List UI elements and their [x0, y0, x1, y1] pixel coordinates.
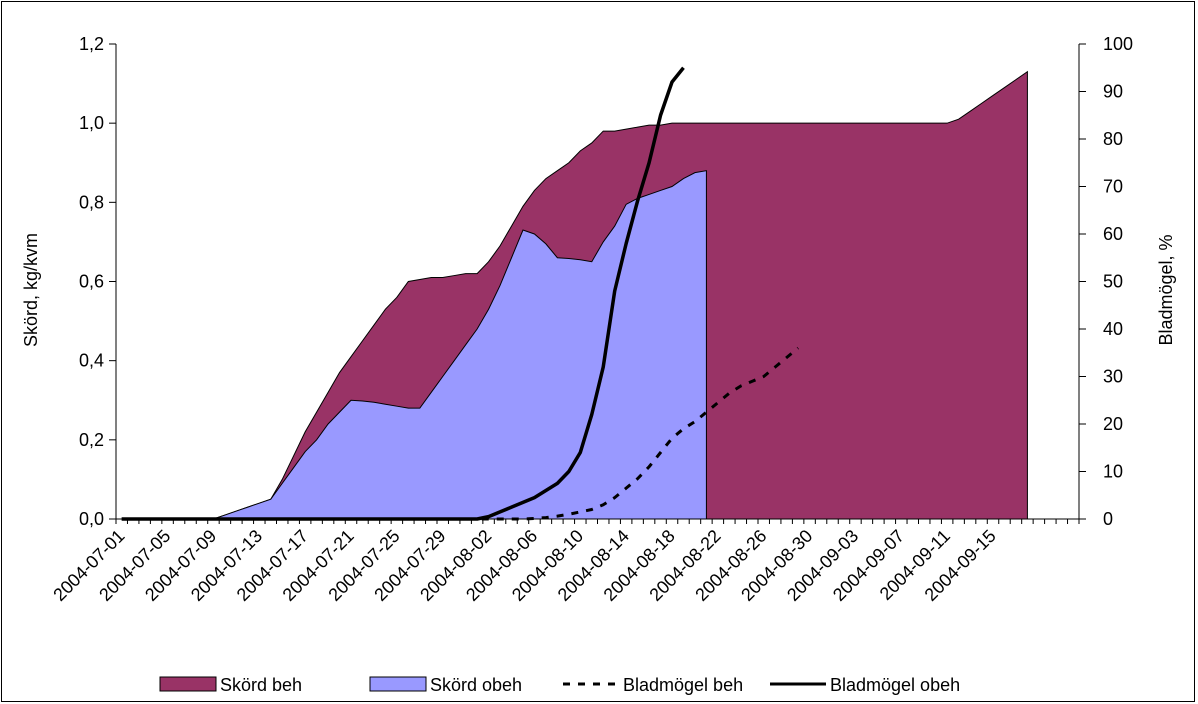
- y-right-tick-label: 60: [1103, 224, 1123, 244]
- y-axis-right-title: Bladmögel, %: [1156, 234, 1176, 345]
- legend-swatch: [369, 676, 427, 692]
- legend-item-sk-rd-obeh: Skörd obeh: [369, 675, 522, 695]
- y-right-tick-label: 0: [1103, 509, 1113, 529]
- y-left-tick-label: 0,4: [79, 351, 104, 371]
- y-left-tick-label: 1,2: [79, 34, 104, 54]
- legend-label: Bladmögel obeh: [830, 675, 960, 695]
- y-right-tick-label: 100: [1103, 34, 1133, 54]
- y-left-tick-label: 0,6: [79, 272, 104, 292]
- legend-item-bladm-gel-beh: Bladmögel beh: [563, 675, 743, 695]
- y-left-tick-label: 0,2: [79, 430, 104, 450]
- y-left-tick-label: 0,0: [79, 509, 104, 529]
- y-right-tick-label: 30: [1103, 367, 1123, 387]
- y-right-tick-label: 80: [1103, 129, 1123, 149]
- legend-label: Skörd beh: [220, 675, 302, 695]
- y-right-tick-label: 40: [1103, 319, 1123, 339]
- y-axis-left-title: Skörd, kg/kvm: [21, 233, 41, 347]
- y-right-tick-label: 10: [1103, 462, 1123, 482]
- legend-swatch: [159, 676, 217, 692]
- area-layer: [121, 70, 1028, 520]
- y-left-tick-label: 1,0: [79, 113, 104, 133]
- y-right-tick-label: 90: [1103, 82, 1123, 102]
- legend-label: Bladmögel beh: [623, 675, 743, 695]
- legend-item-sk-rd-beh: Skörd beh: [159, 675, 302, 695]
- legend: Skörd beh Skörd obeh Bladmögel beh Bladmöge…: [159, 675, 960, 695]
- y-right-tick-label: 50: [1103, 272, 1123, 292]
- legend-item-bladm-gel-obeh: Bladmögel obeh: [770, 675, 960, 695]
- y-left-tick-label: 0,8: [79, 192, 104, 212]
- y-right-tick-label: 70: [1103, 177, 1123, 197]
- legend-label: Skörd obeh: [430, 675, 522, 695]
- y-right-tick-label: 20: [1103, 414, 1123, 434]
